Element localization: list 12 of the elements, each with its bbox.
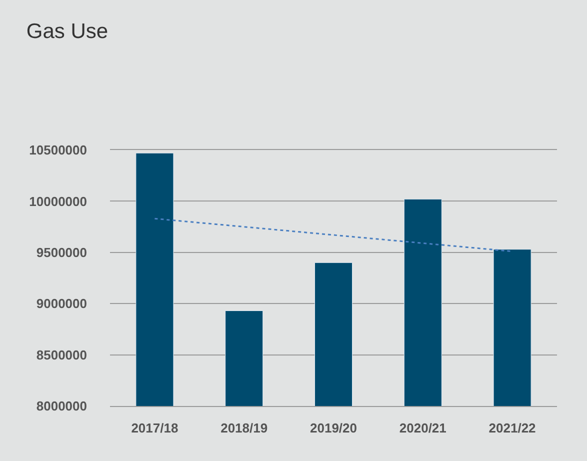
x-tick-label: 2019/20 bbox=[310, 420, 357, 436]
y-tick-label: 10000000 bbox=[29, 194, 87, 209]
y-tick-label: 8000000 bbox=[36, 398, 87, 414]
x-tick-label: 2017/18 bbox=[131, 420, 178, 436]
y-tick-label: 9000000 bbox=[36, 296, 87, 312]
y-tick-label: 10500000 bbox=[29, 142, 87, 158]
y-tick-label: 8500000 bbox=[36, 347, 87, 362]
y-tick-label: 9500000 bbox=[36, 244, 87, 260]
chart-title: Gas Use bbox=[26, 20, 108, 43]
x-tick-label: 2021/22 bbox=[488, 420, 536, 436]
x-tick-label: 2020/21 bbox=[399, 420, 446, 436]
x-tick-label: 2018/19 bbox=[220, 420, 268, 436]
